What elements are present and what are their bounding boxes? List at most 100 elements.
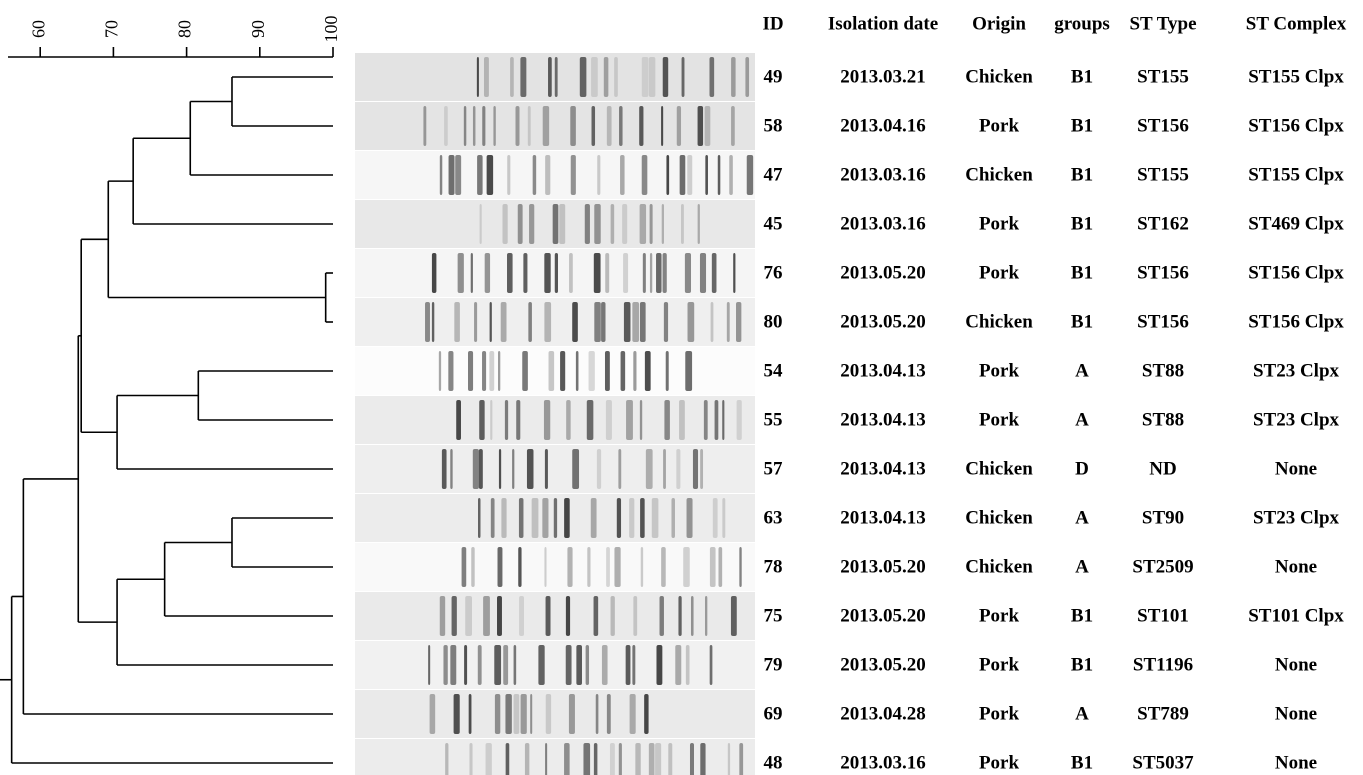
gel-band	[450, 645, 456, 685]
gel-band	[663, 57, 668, 97]
table-cell: None	[1275, 654, 1317, 675]
table-cell: ST23 Clpx	[1253, 409, 1340, 430]
gel-band	[555, 253, 558, 293]
gel-band	[650, 253, 652, 293]
gel-band	[591, 498, 597, 538]
gel-band	[587, 547, 590, 587]
gel-band	[731, 596, 737, 636]
gel-band	[663, 253, 667, 293]
gel-band	[727, 302, 730, 342]
gel-band	[656, 253, 661, 293]
gel-band	[682, 57, 685, 97]
gel-band	[555, 57, 558, 97]
gel-band	[713, 498, 718, 538]
gel-band	[731, 57, 735, 97]
table-cell: ST469 Clpx	[1248, 213, 1344, 234]
gel-band	[623, 253, 628, 293]
gel-band	[664, 302, 668, 342]
gel-band	[471, 547, 474, 587]
gel-band	[430, 694, 436, 734]
table-cell: ST156 Clpx	[1248, 262, 1344, 283]
table-cell: 80	[764, 311, 783, 332]
table-cell: 58	[764, 115, 783, 136]
gel-band	[483, 596, 490, 636]
gel-band	[641, 547, 643, 587]
gel-band	[604, 57, 609, 97]
gel-band	[642, 155, 648, 195]
gel-band	[640, 204, 646, 244]
gel-band	[576, 645, 582, 685]
gel-band	[611, 204, 615, 244]
gel-band	[676, 449, 680, 489]
gel-band	[432, 253, 436, 293]
gel-band	[452, 596, 457, 636]
table-cell: ST101 Clpx	[1248, 605, 1344, 626]
table-cell: 57	[764, 458, 784, 479]
gel-band	[546, 694, 551, 734]
table-cell: ST90	[1142, 507, 1184, 528]
table-cell: ST88	[1142, 409, 1184, 430]
table-cell: None	[1275, 703, 1317, 724]
table-cell: Pork	[979, 262, 1020, 283]
gel-band	[544, 547, 546, 587]
column-header: groups	[1054, 13, 1110, 34]
gel-band	[737, 400, 742, 440]
gel-band	[683, 547, 690, 587]
gel-band	[632, 302, 639, 342]
table-cell: A	[1075, 360, 1089, 381]
gel-band	[480, 204, 482, 244]
table-cell: 2013.05.20	[840, 262, 926, 283]
gel-band	[456, 400, 461, 440]
table-cell: ST156	[1137, 262, 1189, 283]
gel-band	[607, 106, 612, 146]
gel-band	[477, 155, 482, 195]
table-cell: B1	[1071, 164, 1093, 185]
gel-band	[468, 351, 473, 391]
gel-band	[663, 449, 666, 489]
gel-band	[630, 694, 636, 734]
table-cell: B1	[1071, 654, 1093, 675]
gel-band	[478, 498, 480, 538]
gel-band	[594, 302, 600, 342]
gel-band	[700, 253, 706, 293]
gel-band	[649, 57, 655, 97]
gel-band	[591, 57, 598, 97]
gel-band	[698, 106, 703, 146]
gel-band	[632, 645, 635, 685]
table-cell: A	[1075, 556, 1089, 577]
gel-band	[514, 694, 520, 734]
gel-band	[643, 253, 646, 293]
gel-band	[455, 155, 461, 195]
gel-band	[423, 106, 426, 146]
gel-band	[596, 694, 599, 734]
table-cell: 2013.04.13	[840, 458, 926, 479]
table-cell: 2013.04.13	[840, 360, 926, 381]
gel-band	[505, 400, 508, 440]
table-cell: ST155	[1137, 66, 1189, 87]
table-cell: ST155 Clpx	[1248, 66, 1344, 87]
gel-band	[501, 302, 507, 342]
table-cell: B1	[1071, 605, 1093, 626]
gel-band	[519, 596, 524, 636]
gel-band	[705, 155, 708, 195]
gel-band	[503, 645, 508, 685]
gel-band	[624, 302, 631, 342]
gel-band	[560, 351, 565, 391]
gel-band	[490, 302, 492, 342]
gel-band	[656, 645, 662, 685]
table-cell: 63	[764, 507, 783, 528]
gel-band	[576, 351, 579, 391]
gel-band	[449, 155, 455, 195]
gel-band	[477, 57, 479, 97]
gel-band	[499, 449, 501, 489]
gel-band	[606, 547, 610, 587]
table-cell: B1	[1071, 213, 1093, 234]
gel-band	[586, 645, 589, 685]
gel-band	[570, 106, 576, 146]
gel-band	[710, 547, 716, 587]
gel-band	[548, 57, 552, 97]
gel-band	[619, 743, 622, 775]
gel-band	[572, 449, 579, 489]
gel-band	[485, 253, 490, 293]
